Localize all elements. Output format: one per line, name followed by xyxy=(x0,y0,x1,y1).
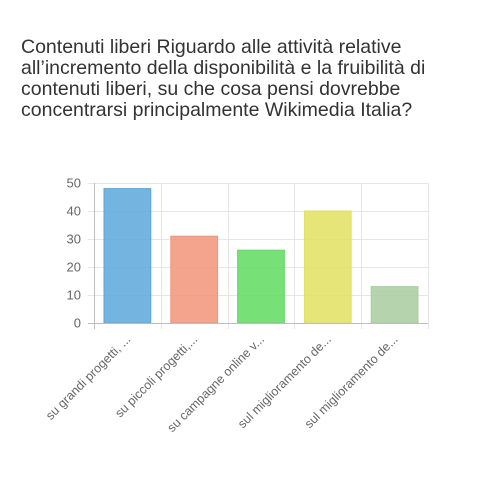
y-tick-label: 50 xyxy=(67,176,81,191)
bar xyxy=(370,286,419,324)
bar xyxy=(103,188,152,324)
y-tick-label: 20 xyxy=(67,260,81,275)
y-tick-label: 10 xyxy=(67,288,81,303)
bar xyxy=(303,210,352,324)
bar xyxy=(170,235,219,324)
x-tick-labels: su grandi progetti, ...su piccoli proget… xyxy=(43,332,401,435)
y-tick-label: 30 xyxy=(67,232,81,247)
y-tick-labels: 0 10 20 30 40 50 xyxy=(67,176,81,331)
bars xyxy=(103,188,419,324)
y-tick-label: 40 xyxy=(67,204,81,219)
axes xyxy=(88,183,428,329)
bar xyxy=(237,249,285,324)
y-tick-label: 0 xyxy=(74,316,81,331)
chart-title: Contenuti liberi Riguardo alle attività … xyxy=(21,36,426,121)
